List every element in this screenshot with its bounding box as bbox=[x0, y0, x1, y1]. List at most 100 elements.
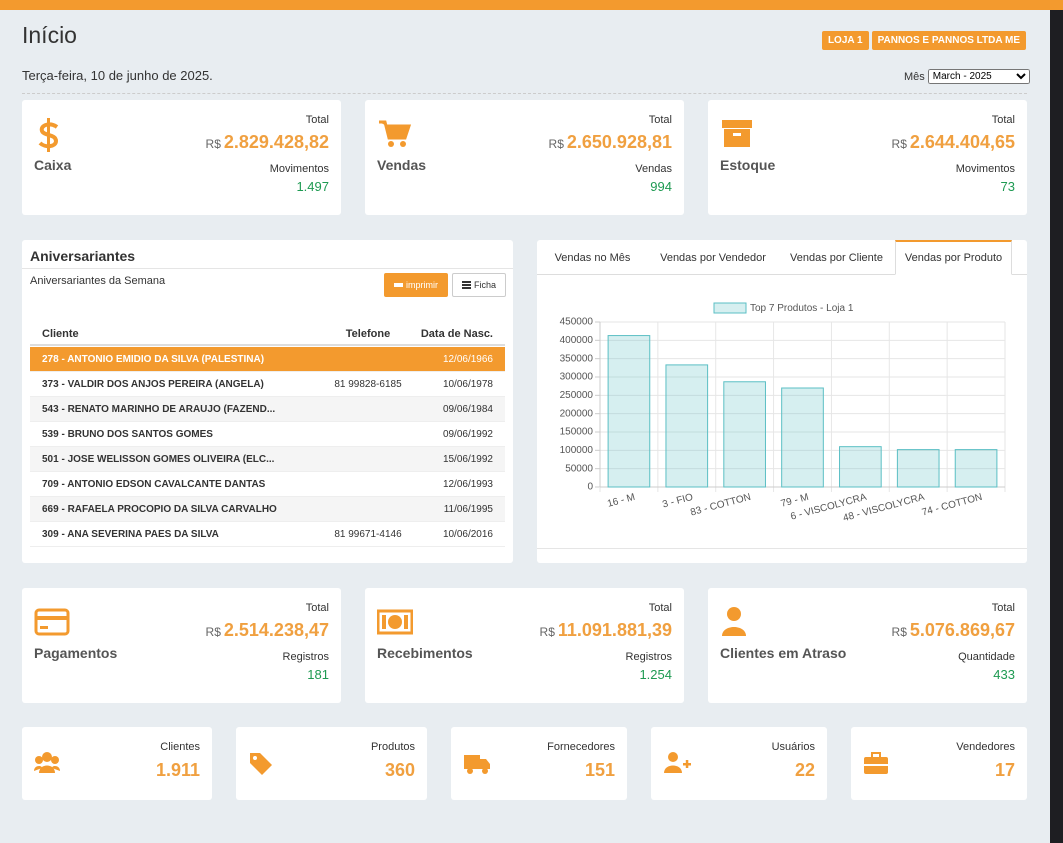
currency: R$ bbox=[892, 625, 907, 639]
table-row[interactable]: 709 - ANTONIO EDSON CAVALCANTE DANTAS12/… bbox=[30, 472, 505, 497]
icon-part bbox=[51, 756, 59, 764]
bar bbox=[897, 450, 939, 487]
icon-part bbox=[722, 120, 752, 128]
panel-subtitle: Aniversariantes da Semana bbox=[30, 275, 165, 287]
month-select[interactable]: March - 2025 bbox=[928, 69, 1030, 84]
page-title: Início bbox=[22, 22, 77, 49]
table-row[interactable]: 501 - JOSE WELISSON GOMES OLIVEIRA (ELC.… bbox=[30, 447, 505, 472]
icon-part bbox=[482, 768, 488, 774]
icon-part bbox=[722, 627, 746, 636]
bar bbox=[782, 388, 824, 487]
legend-label: Top 7 Produtos - Loja 1 bbox=[750, 303, 854, 314]
icon-part bbox=[36, 616, 68, 620]
sub-value: 994 bbox=[650, 179, 672, 194]
icon-part bbox=[733, 133, 741, 136]
y-tick-label: 450000 bbox=[560, 317, 594, 328]
icon-svg bbox=[248, 751, 278, 777]
count-value: 360 bbox=[385, 760, 415, 781]
icon-part bbox=[39, 766, 55, 774]
table-row[interactable]: 669 - RAFAELA PROCOPIO DA SILVA CARVALHO… bbox=[30, 497, 505, 522]
stat-card: EstoqueTotalR$2.644.404,65Movimentos73 bbox=[708, 100, 1027, 215]
icon-part bbox=[668, 752, 678, 762]
count-label: Vendedores bbox=[956, 741, 1015, 753]
total-label: Total bbox=[306, 114, 329, 126]
table-cell: 501 - JOSE WELISSON GOMES OLIVEIRA (ELC.… bbox=[42, 454, 274, 465]
sub-value: 433 bbox=[993, 667, 1015, 682]
icon-svg bbox=[377, 606, 413, 640]
y-tick-label: 200000 bbox=[560, 408, 594, 419]
table-cell: 709 - ANTONIO EDSON CAVALCANTE DANTAS bbox=[42, 479, 265, 490]
bar bbox=[666, 365, 708, 487]
card-label: Pagamentos bbox=[34, 645, 117, 661]
panel-title: Aniversariantes bbox=[30, 248, 135, 264]
total-line: R$5.076.869,67 bbox=[892, 620, 1015, 641]
icon bbox=[463, 751, 493, 782]
icon-part bbox=[724, 129, 750, 147]
currency: R$ bbox=[892, 137, 907, 151]
sub-value: 73 bbox=[1001, 179, 1015, 194]
currency: R$ bbox=[206, 625, 221, 639]
sub-label: Registros bbox=[283, 651, 329, 663]
total-label: Total bbox=[992, 114, 1015, 126]
count-value: 17 bbox=[995, 760, 1015, 781]
count-card: Clientes1.911 bbox=[22, 727, 212, 800]
table-row[interactable]: 278 - ANTONIO EMIDIO DA SILVA (PALESTINA… bbox=[30, 347, 505, 372]
tab[interactable]: Vendas por Cliente bbox=[778, 240, 895, 275]
total-amount: 2.650.928,81 bbox=[567, 132, 672, 152]
tab[interactable]: Vendas no Mês bbox=[537, 240, 648, 275]
chart-panel: Vendas no MêsVendas por VendedorVendas p… bbox=[537, 240, 1027, 563]
icon-part bbox=[864, 764, 888, 766]
print-icon bbox=[394, 281, 403, 289]
bar bbox=[724, 382, 766, 487]
table-cell: 81 99828-6185 bbox=[308, 379, 428, 390]
total-line: R$2.514.238,47 bbox=[206, 620, 329, 641]
icon bbox=[377, 606, 413, 645]
total-label: Total bbox=[306, 602, 329, 614]
table-cell: 278 - ANTONIO EMIDIO DA SILVA (PALESTINA… bbox=[42, 354, 264, 365]
bar bbox=[840, 447, 882, 487]
panel-rule bbox=[537, 548, 1027, 549]
x-tick-label: 16 - M bbox=[606, 492, 636, 510]
currency: R$ bbox=[549, 137, 564, 151]
company-badge: PANNOS E PANNOS LTDA ME bbox=[872, 31, 1026, 50]
table-row[interactable]: 373 - VALDIR DOS ANJOS PEREIRA (ANGELA)8… bbox=[30, 372, 505, 397]
table-cell: 09/06/1984 bbox=[443, 404, 493, 415]
list-icon bbox=[462, 281, 471, 289]
tab[interactable]: Vendas por Vendedor bbox=[648, 240, 778, 275]
stat-card: Clientes em AtrasoTotalR$5.076.869,67Qua… bbox=[708, 588, 1027, 703]
icon-part bbox=[462, 284, 471, 286]
table-row[interactable]: 309 - ANA SEVERINA PAES DA SILVA81 99671… bbox=[30, 522, 505, 547]
sub-label: Vendas bbox=[635, 163, 672, 175]
table-row[interactable]: 539 - BRUNO DOS SANTOS GOMES09/06/1992 bbox=[30, 422, 505, 447]
month-filter: Mês March - 2025 bbox=[904, 69, 1030, 84]
table-cell: 09/06/1992 bbox=[443, 429, 493, 440]
card-label: Clientes em Atraso bbox=[720, 645, 846, 661]
icon-part bbox=[727, 607, 741, 621]
table-cell: 15/06/1992 bbox=[443, 454, 493, 465]
count-label: Produtos bbox=[371, 741, 415, 753]
y-tick-label: 0 bbox=[587, 482, 593, 493]
y-tick-label: 250000 bbox=[560, 390, 594, 401]
table-cell: 10/06/1978 bbox=[443, 379, 493, 390]
icon bbox=[34, 751, 64, 782]
birthday-panel: Aniversariantes Aniversariantes da Seman… bbox=[22, 240, 513, 563]
ficha-button[interactable]: Ficha bbox=[452, 273, 506, 297]
count-value: 1.911 bbox=[156, 760, 200, 781]
table-header: ClienteTelefoneData de Nasc. bbox=[30, 324, 505, 346]
sub-value: 1.497 bbox=[296, 179, 329, 194]
print-button[interactable]: imprimir bbox=[384, 273, 448, 297]
icon bbox=[248, 751, 278, 782]
total-amount: 2.829.428,82 bbox=[224, 132, 329, 152]
total-amount: 5.076.869,67 bbox=[910, 620, 1015, 640]
tab[interactable]: Vendas por Produto bbox=[895, 240, 1012, 275]
currency: R$ bbox=[206, 137, 221, 151]
table-cell: 669 - RAFAELA PROCOPIO DA SILVA CARVALHO bbox=[42, 504, 277, 515]
x-tick-label: 74 - COTTON bbox=[921, 492, 984, 519]
sub-label: Movimentos bbox=[270, 163, 329, 175]
total-line: R$2.650.928,81 bbox=[549, 132, 672, 153]
stat-card: VendasTotalR$2.650.928,81Vendas994 bbox=[365, 100, 684, 215]
table-row[interactable]: 543 - RENATO MARINHO DE ARAUJO (FAZEND..… bbox=[30, 397, 505, 422]
badges: LOJA 1 PANNOS E PANNOS LTDA ME bbox=[822, 31, 1026, 50]
print-label: imprimir bbox=[406, 280, 438, 290]
icon-part bbox=[686, 760, 689, 768]
